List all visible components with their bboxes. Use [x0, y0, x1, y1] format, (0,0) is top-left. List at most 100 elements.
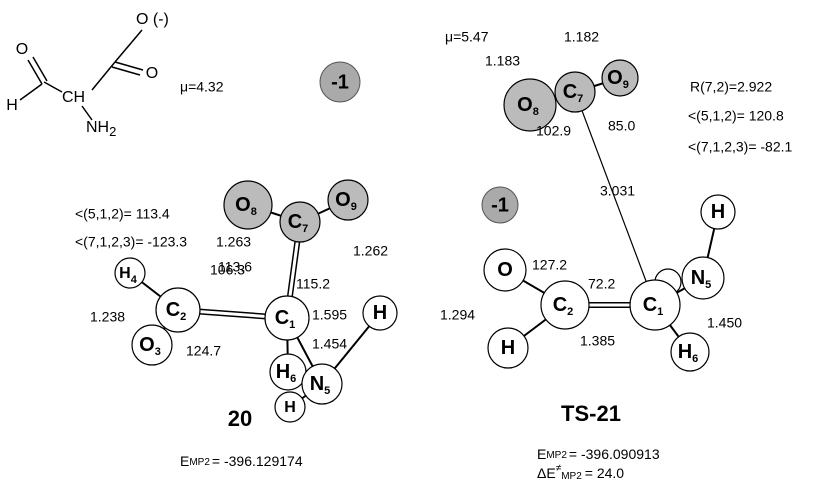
measure: 1.294: [440, 307, 475, 323]
formula-atom: H: [6, 97, 18, 114]
atom-symbol: C: [166, 299, 180, 321]
energy-value: = -396.129174: [212, 453, 303, 469]
measure: 1.595: [312, 307, 347, 323]
atom-index: 5: [705, 279, 711, 291]
atom-index: 7: [302, 223, 308, 235]
measure: 3.031: [600, 183, 635, 199]
atom-symbol: N: [310, 373, 324, 395]
atom-index: 7: [577, 93, 583, 105]
measure: 127.2: [532, 257, 567, 273]
angle: <(7,1,2,3)= -123.3: [75, 234, 187, 250]
atom-symbol: H: [501, 337, 515, 359]
geometry: <(7,1,2,3)= -82.1: [688, 139, 793, 155]
measure: 1.385: [580, 333, 615, 349]
atom-label: H: [501, 337, 515, 359]
atom-index: 1: [657, 306, 663, 318]
atom-index: 8: [533, 106, 539, 118]
structure-label: TS-21: [561, 401, 621, 426]
measure: 85.0: [608, 118, 635, 134]
barrier-value: = 24.0: [585, 465, 625, 481]
atom-index: 2: [567, 306, 573, 318]
formula-atom: O: [16, 41, 28, 58]
atom-symbol: H: [373, 302, 387, 324]
figure: O O (-) O H CH NH2 O8C7O9H4C2C1O3H6N5HHO…: [0, 0, 825, 485]
measure: 1.182: [564, 29, 599, 45]
energy-value: = -396.090913: [569, 446, 660, 462]
measure: 1.450: [707, 315, 742, 331]
angle: <(5,1,2)= 113.4: [75, 206, 170, 222]
measure: 115.2: [296, 276, 330, 292]
energy: EMP2= -396.129174: [180, 453, 303, 469]
atom-symbol: O: [235, 194, 251, 216]
dipole: μ=4.32: [180, 79, 224, 95]
bond: [92, 62, 115, 90]
atom-symbol: C: [275, 307, 289, 329]
energy-subscript: MP2: [189, 457, 210, 468]
atom-symbol: O: [607, 67, 623, 89]
atom-label: O: [497, 259, 513, 281]
atom-symbol: H: [276, 361, 290, 383]
atom-index: 8: [251, 206, 257, 218]
atom-index: 4: [131, 274, 138, 286]
atom-symbol: H: [678, 341, 692, 363]
measure: 1.454: [312, 336, 347, 352]
formula-atom: NH2: [86, 119, 116, 139]
atom-index: 6: [692, 353, 698, 365]
geometry: R(7,2)=2.922: [690, 79, 772, 95]
energy-symbol: E: [180, 453, 189, 469]
atom-symbol: O: [139, 334, 155, 356]
atom-label: H: [373, 302, 387, 324]
atom-symbol: C: [553, 294, 567, 316]
atom-index: 9: [351, 201, 357, 213]
formula-atom: O (-): [136, 11, 169, 28]
atom-symbol: C: [643, 294, 657, 316]
atom-symbol: H: [284, 399, 296, 416]
barrier: ΔE≠MP2= 24.0: [537, 463, 624, 482]
formula-subscript: 2: [109, 124, 116, 139]
energy: EMP2= -396.090913: [537, 446, 660, 462]
energy-subscript: MP2: [546, 450, 567, 461]
bond: [115, 30, 142, 62]
measure: 106.3: [210, 262, 245, 278]
measure: 1.262: [353, 243, 388, 259]
measure: 1.183: [485, 53, 520, 69]
structure-label: 20: [228, 406, 252, 431]
barrier-subscript: MP2: [561, 471, 582, 482]
energy-symbol: E: [537, 446, 546, 462]
charge-label: -1: [331, 71, 349, 93]
measure: 102.9: [536, 123, 571, 139]
atom-index: 5: [324, 385, 330, 397]
formula-atom: CH: [62, 89, 85, 106]
formula-atom: O: [146, 65, 158, 82]
measure: 124.7: [186, 343, 221, 359]
bond: [33, 57, 47, 81]
dipole: μ=5.47: [445, 29, 489, 45]
atom-symbol: O: [497, 259, 513, 281]
charge-label: -1: [491, 194, 509, 216]
bond: [82, 106, 92, 120]
atom-index: 6: [290, 373, 296, 385]
atom-index: 1: [289, 319, 295, 331]
atom-symbol: H: [711, 201, 725, 223]
atom-symbol: C: [563, 81, 577, 103]
atom-symbol: H: [119, 265, 131, 282]
measure: 72.2: [588, 276, 615, 292]
measure: 1.238: [90, 309, 125, 325]
formula-atom: NH: [86, 119, 109, 136]
geometry: <(5,1,2)= 120.8: [688, 108, 784, 124]
bond: [20, 84, 42, 100]
atom-index: 9: [623, 79, 629, 91]
barrier-symbol: ΔE: [537, 465, 556, 481]
bond: [28, 60, 42, 84]
atom-label: H: [711, 201, 725, 223]
atoms: O8C7O9H4C2C1O3H6N5HHO8C7O9HN5OC2C1HH6: [115, 60, 735, 422]
atom-symbol: O: [517, 94, 533, 116]
atom-index: 3: [155, 346, 161, 358]
measure: 1.263: [216, 234, 251, 250]
atom-label: H: [284, 399, 296, 416]
formula: [20, 30, 143, 120]
bond: [44, 82, 62, 92]
atom-symbol: N: [691, 267, 705, 289]
atom-symbol: O: [335, 189, 351, 211]
atom-symbol: C: [288, 211, 302, 233]
